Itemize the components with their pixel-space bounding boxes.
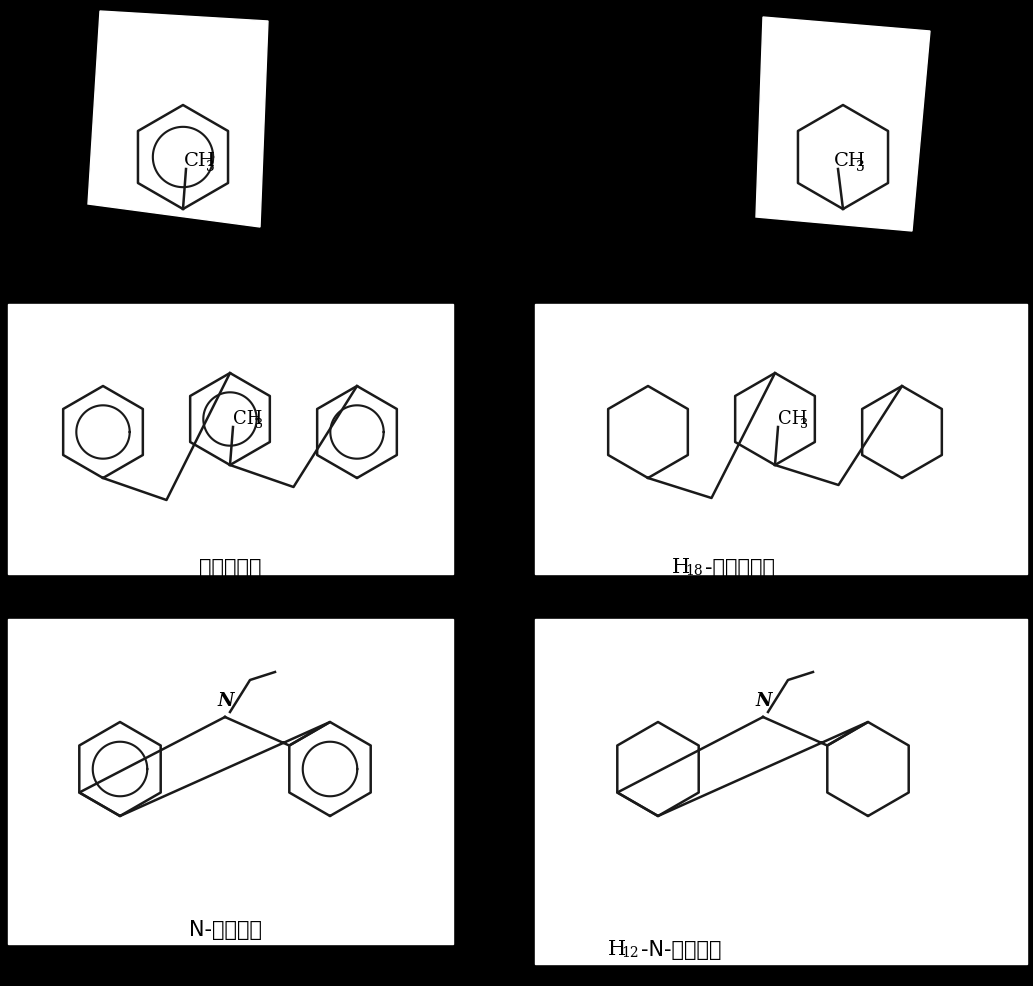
Text: CH: CH: [778, 409, 808, 428]
Text: 18: 18: [685, 563, 702, 578]
FancyBboxPatch shape: [8, 619, 453, 944]
Text: 二苯基甲苯: 二苯基甲苯: [198, 557, 261, 578]
Text: 3: 3: [800, 418, 808, 431]
FancyBboxPatch shape: [8, 305, 453, 575]
Text: CH: CH: [184, 152, 216, 170]
Text: 3: 3: [255, 418, 263, 431]
Text: 12: 12: [621, 945, 638, 959]
Text: CH: CH: [834, 152, 866, 170]
Text: N: N: [755, 691, 772, 709]
Text: H: H: [608, 939, 626, 958]
Text: 3: 3: [856, 160, 865, 174]
Text: N: N: [217, 691, 233, 709]
Polygon shape: [756, 18, 930, 232]
Polygon shape: [88, 12, 268, 228]
Text: N-乙基咋唠: N-乙基咋唠: [188, 919, 261, 939]
FancyBboxPatch shape: [535, 619, 1027, 964]
Text: H: H: [672, 557, 690, 577]
Text: CH: CH: [233, 409, 262, 428]
FancyBboxPatch shape: [535, 305, 1027, 575]
Text: 3: 3: [206, 160, 215, 174]
Text: -N-乙基咋唠: -N-乙基咋唠: [641, 939, 721, 959]
Text: -二苯基甲苯: -二苯基甲苯: [705, 557, 775, 578]
